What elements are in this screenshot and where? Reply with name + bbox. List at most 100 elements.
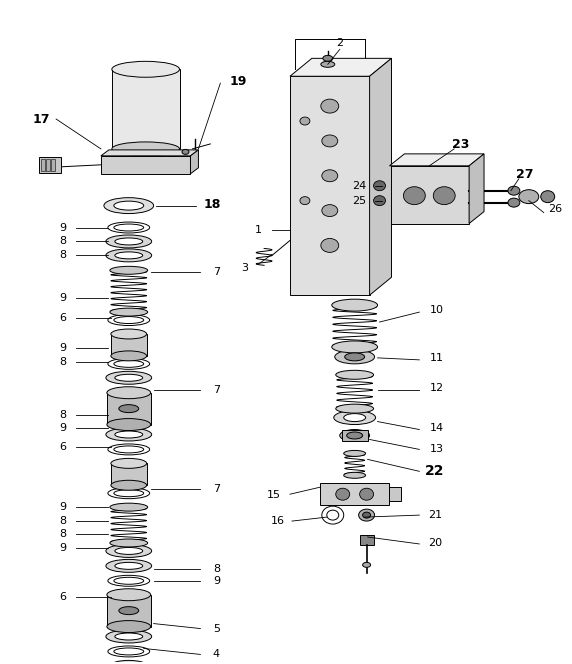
Bar: [290, 76, 370, 295]
Text: 4: 4: [213, 649, 220, 659]
Ellipse shape: [107, 589, 150, 601]
Ellipse shape: [363, 562, 371, 567]
Ellipse shape: [119, 404, 139, 412]
Ellipse shape: [106, 371, 152, 384]
Ellipse shape: [115, 374, 142, 381]
Ellipse shape: [345, 353, 364, 361]
Bar: [111, 334, 146, 356]
Text: 13: 13: [430, 444, 444, 454]
Ellipse shape: [115, 238, 142, 245]
Ellipse shape: [374, 196, 386, 206]
Polygon shape: [190, 150, 198, 174]
Bar: [39, 157, 61, 173]
Text: 17: 17: [33, 112, 50, 125]
Text: 15: 15: [267, 490, 281, 500]
Text: 5: 5: [213, 623, 220, 633]
Text: 6: 6: [59, 442, 66, 452]
Ellipse shape: [106, 235, 152, 248]
Bar: [101, 156, 190, 174]
Ellipse shape: [336, 404, 374, 413]
Text: 25: 25: [352, 196, 367, 206]
Text: 14: 14: [430, 422, 444, 432]
Ellipse shape: [332, 341, 378, 353]
Text: 7: 7: [213, 484, 220, 494]
Text: 8: 8: [59, 357, 67, 367]
Ellipse shape: [322, 205, 337, 216]
Text: 8: 8: [59, 516, 67, 526]
Bar: [41, 159, 45, 171]
Polygon shape: [370, 58, 391, 295]
Ellipse shape: [336, 488, 349, 500]
Text: 1: 1: [255, 226, 261, 236]
Ellipse shape: [336, 371, 374, 379]
Ellipse shape: [112, 142, 180, 156]
Bar: [341, 430, 368, 442]
Ellipse shape: [347, 432, 363, 439]
Text: 10: 10: [430, 305, 444, 315]
Ellipse shape: [344, 414, 366, 422]
Ellipse shape: [363, 512, 371, 518]
Ellipse shape: [110, 503, 148, 511]
Ellipse shape: [106, 630, 152, 643]
Ellipse shape: [110, 266, 148, 274]
Text: 9: 9: [59, 502, 67, 512]
Ellipse shape: [360, 488, 374, 500]
Text: 21: 21: [428, 510, 442, 520]
Text: 16: 16: [271, 516, 285, 526]
Polygon shape: [390, 154, 484, 166]
Text: 24: 24: [352, 181, 367, 191]
Ellipse shape: [119, 607, 139, 615]
Ellipse shape: [332, 299, 378, 311]
Bar: [320, 483, 390, 505]
Ellipse shape: [115, 562, 142, 569]
Ellipse shape: [115, 431, 142, 438]
Bar: [360, 535, 374, 545]
Text: 9: 9: [59, 543, 67, 553]
Bar: [390, 487, 402, 501]
Text: 20: 20: [428, 538, 442, 548]
Ellipse shape: [106, 249, 152, 262]
Ellipse shape: [110, 539, 148, 547]
Ellipse shape: [508, 198, 520, 207]
Ellipse shape: [519, 190, 539, 204]
Ellipse shape: [300, 117, 310, 125]
Text: 9: 9: [59, 293, 67, 303]
Text: 11: 11: [430, 353, 444, 363]
Ellipse shape: [112, 61, 180, 77]
Text: 9: 9: [59, 222, 67, 232]
Polygon shape: [290, 58, 391, 76]
Ellipse shape: [340, 430, 370, 442]
Ellipse shape: [433, 187, 455, 205]
Ellipse shape: [115, 633, 142, 640]
Text: 8: 8: [59, 250, 67, 260]
Ellipse shape: [321, 61, 335, 67]
Ellipse shape: [114, 201, 144, 210]
Bar: [51, 159, 55, 171]
Text: 8: 8: [59, 529, 67, 539]
Ellipse shape: [111, 480, 146, 490]
Polygon shape: [101, 150, 198, 156]
Ellipse shape: [344, 472, 366, 478]
Text: 18: 18: [204, 198, 221, 211]
Text: 22: 22: [424, 464, 444, 478]
Ellipse shape: [115, 547, 142, 554]
Ellipse shape: [508, 186, 520, 195]
Text: 8: 8: [59, 236, 67, 246]
Ellipse shape: [111, 458, 146, 468]
Polygon shape: [469, 154, 484, 224]
Text: 7: 7: [213, 268, 220, 278]
Text: 23: 23: [452, 138, 470, 151]
Text: 6: 6: [59, 313, 66, 323]
Ellipse shape: [323, 55, 333, 61]
Ellipse shape: [335, 350, 375, 364]
Text: 7: 7: [213, 384, 220, 394]
Ellipse shape: [110, 308, 148, 316]
Text: 2: 2: [336, 39, 343, 48]
Text: 8: 8: [59, 410, 67, 420]
Ellipse shape: [111, 661, 146, 664]
Text: 9: 9: [59, 343, 67, 353]
Ellipse shape: [182, 149, 189, 154]
Ellipse shape: [107, 418, 150, 430]
Text: 19: 19: [229, 75, 247, 88]
Bar: [111, 463, 146, 485]
